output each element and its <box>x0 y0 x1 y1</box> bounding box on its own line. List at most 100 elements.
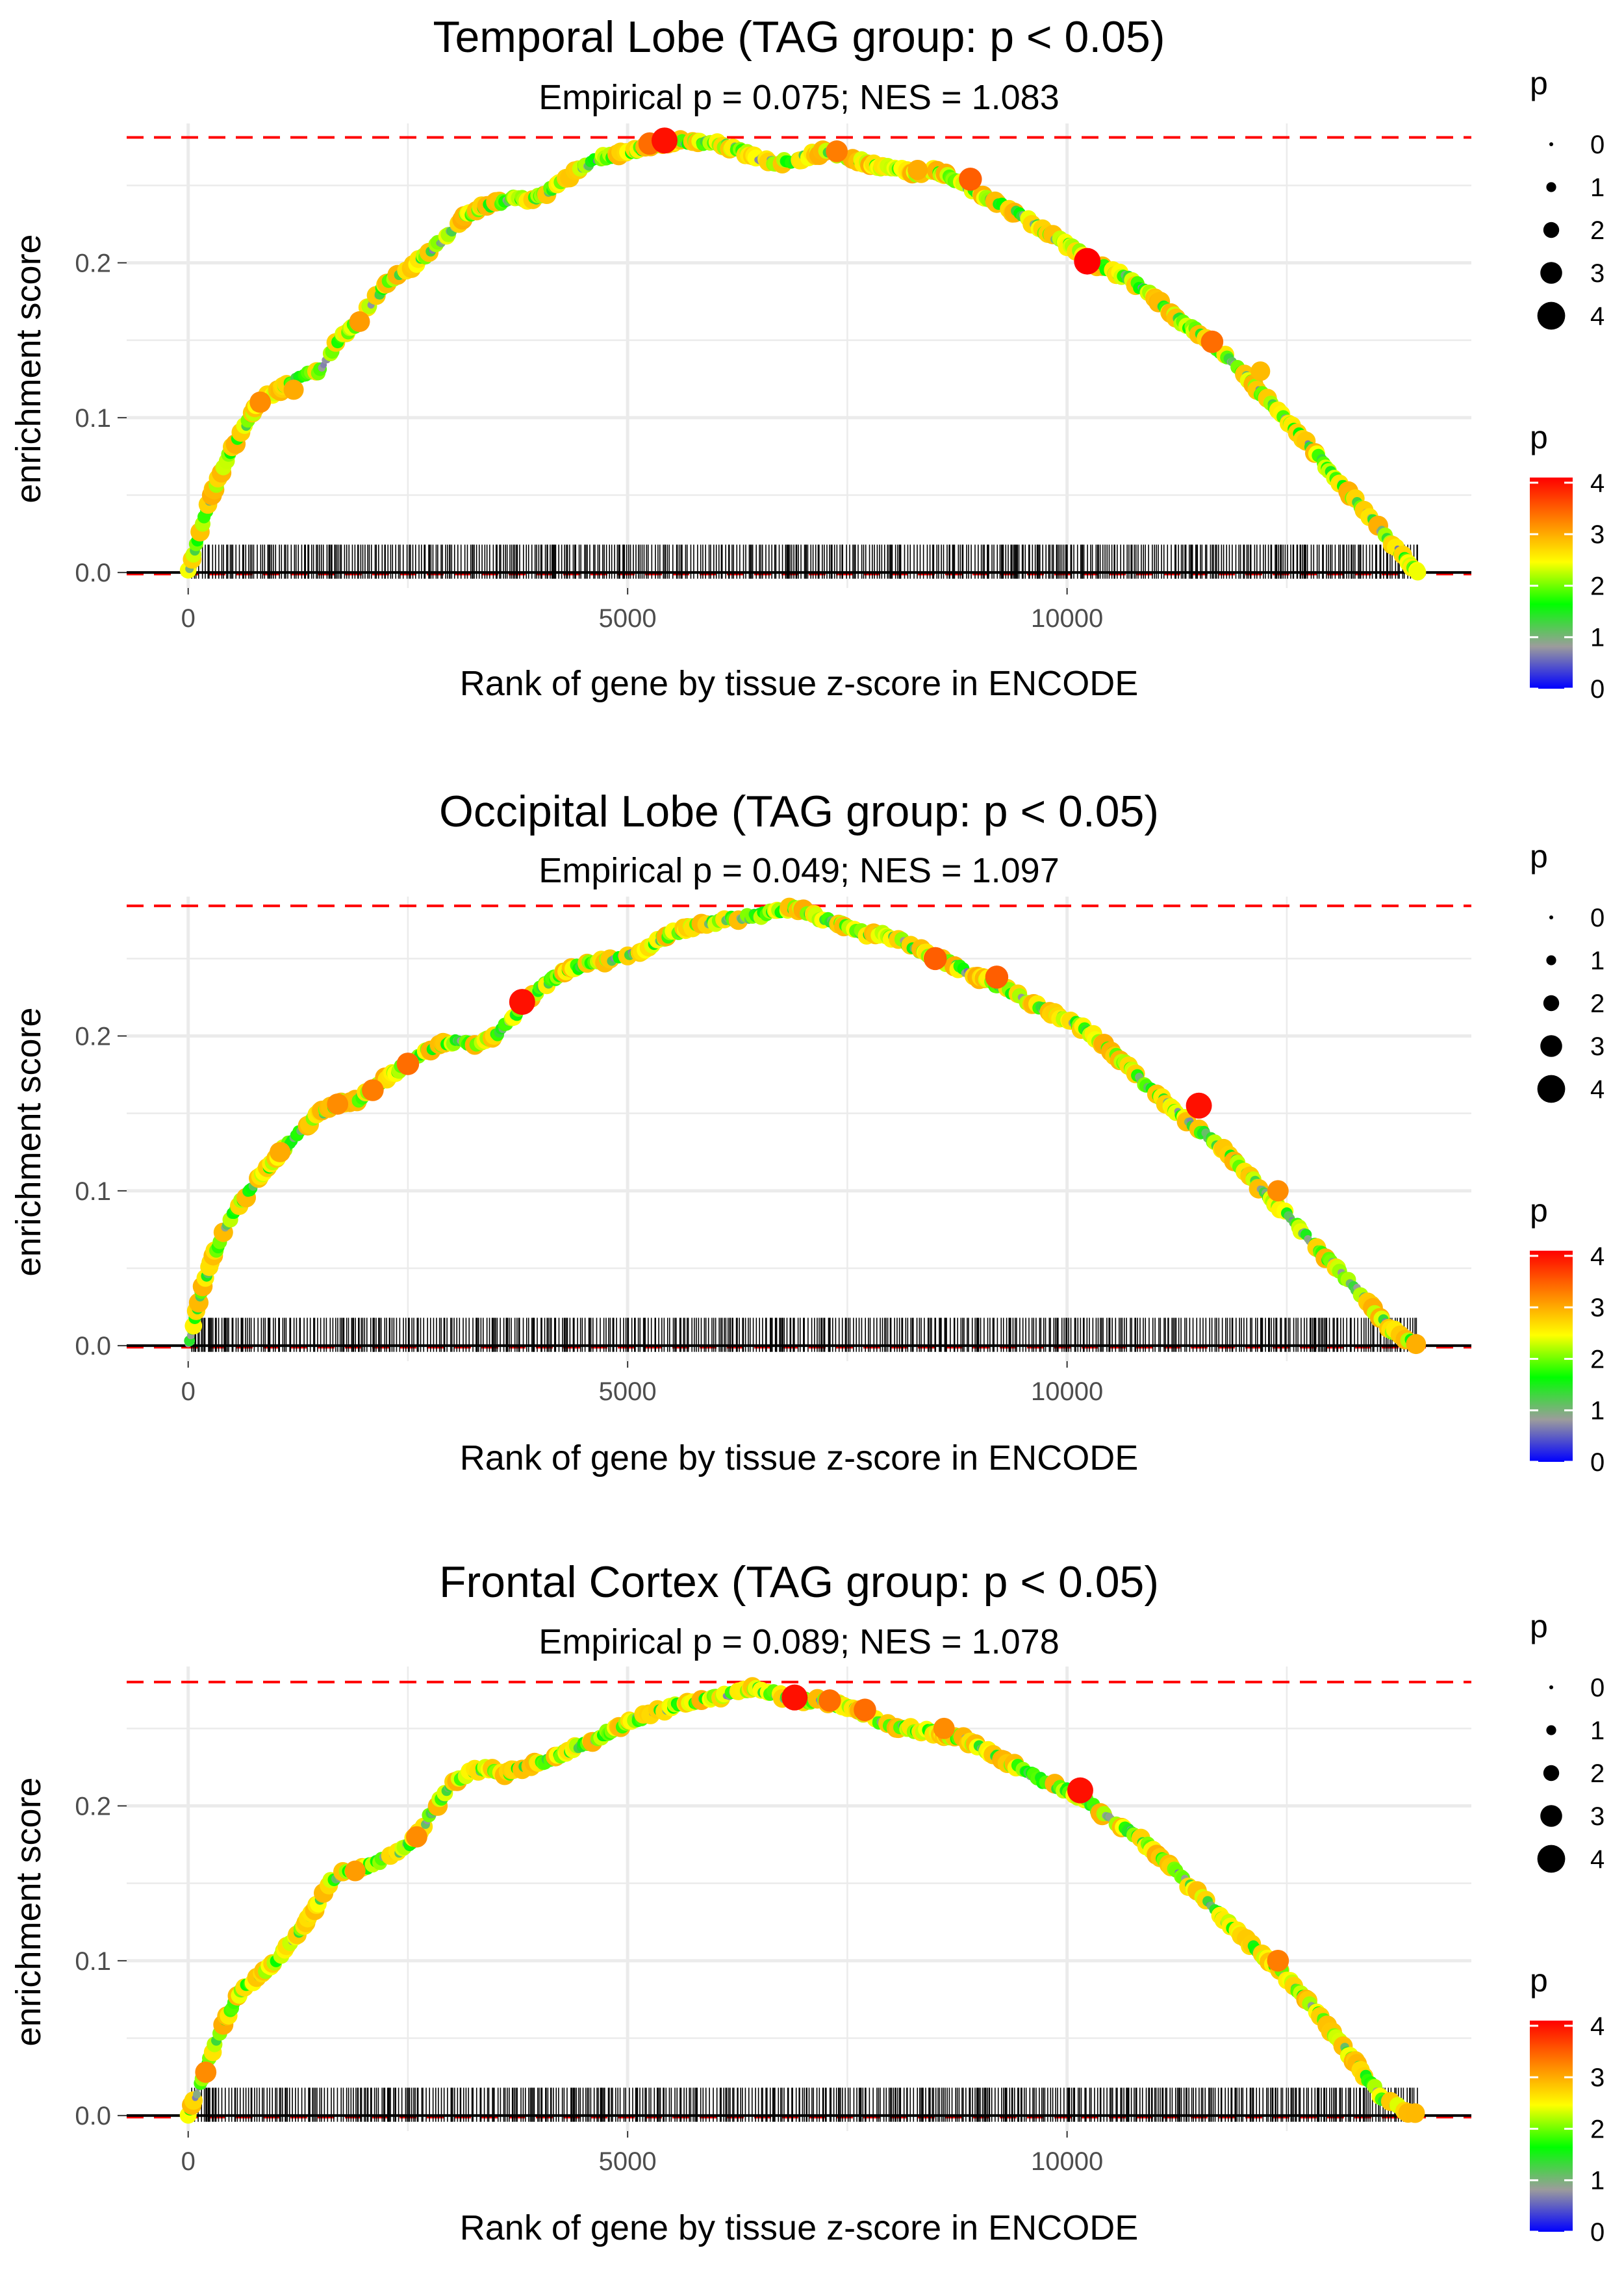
legend-size-label: 2 <box>1590 990 1605 1018</box>
legend-size: p 0 1 2 3 4 <box>1530 65 1605 331</box>
highlight-point <box>1267 1949 1289 1972</box>
y-axis-label: enrichment score <box>9 234 48 503</box>
legend-size-dot <box>1540 262 1562 284</box>
legend-color-title: p <box>1530 1962 1548 1999</box>
legend-color: p 0 1 2 3 4 <box>1530 1192 1605 1477</box>
highlight-point <box>907 160 928 180</box>
legend-color-label: 0 <box>1590 1448 1605 1477</box>
legend-color-label: 0 <box>1590 2218 1605 2247</box>
highlight-point <box>349 311 370 333</box>
legend-size-dot <box>1543 222 1560 238</box>
x-tick-label: 0 <box>181 1377 196 1406</box>
x-tick-label: 0 <box>181 2147 196 2176</box>
legend-color-label: 4 <box>1590 1242 1605 1271</box>
chart-title: Occipital Lobe (TAG group: p < 0.05) <box>439 787 1159 836</box>
enrichment-curve <box>184 897 1427 1355</box>
legend-color: p 0 1 2 3 4 <box>1530 1962 1605 2247</box>
legend-color-label: 3 <box>1590 520 1605 549</box>
highlight-point <box>985 965 1009 989</box>
legend-size-label: 4 <box>1590 1075 1605 1104</box>
legend-size-title: p <box>1530 65 1548 101</box>
legend-size-label: 0 <box>1590 1674 1605 1702</box>
y-tick-label: 0.1 <box>75 1177 111 1206</box>
legend-size-title: p <box>1530 1608 1548 1644</box>
highlight-point <box>509 989 535 1016</box>
highlight-point <box>1074 248 1101 275</box>
colorbar <box>1530 478 1573 689</box>
legend-color-label: 3 <box>1590 1294 1605 1322</box>
legend-size-dot <box>1543 1765 1560 1782</box>
legend-size-label: 3 <box>1590 1802 1605 1831</box>
y-tick-label: 0.0 <box>75 1332 111 1361</box>
curve-point <box>193 2090 201 2099</box>
highlight-point <box>327 1093 349 1115</box>
highlight-point <box>826 140 848 162</box>
x-axis-label: Rank of gene by tissue z-score in ENCODE <box>460 2208 1138 2247</box>
enrichment-curve <box>179 1677 1425 2124</box>
legend-size-dot <box>1549 142 1553 146</box>
legend-color-label: 4 <box>1590 469 1605 498</box>
highlight-point <box>818 1689 841 1712</box>
x-axis-label: Rank of gene by tissue z-score in ENCODE <box>460 664 1138 703</box>
highlight-point <box>1200 330 1224 353</box>
legend-color-label: 2 <box>1590 1345 1605 1373</box>
highlight-point <box>1267 1180 1289 1202</box>
legend-size: p 0 1 2 3 4 <box>1530 1608 1605 1874</box>
highlight-point <box>854 1698 876 1722</box>
y-tick-label: 0.1 <box>75 404 111 433</box>
x-tick-label: 5000 <box>599 1377 657 1406</box>
y-tick-label: 0.2 <box>75 1023 111 1051</box>
curve-point <box>1406 1334 1427 1355</box>
highlight-point <box>652 127 678 154</box>
legend-size-label: 0 <box>1590 131 1605 159</box>
x-axis-label: Rank of gene by tissue z-score in ENCODE <box>460 1438 1138 1477</box>
panel-occipital-lobe: Occipital Lobe (TAG group: p < 0.05) Empi… <box>9 787 1605 1477</box>
highlight-point <box>1186 1092 1212 1119</box>
legend-size-dot <box>1546 182 1556 192</box>
chart-subtitle: Empirical p = 0.075; NES = 1.083 <box>539 78 1059 117</box>
legend-color-label: 0 <box>1590 675 1605 704</box>
legend-size-title: p <box>1530 838 1548 875</box>
y-axis-label: enrichment score <box>9 1007 48 1276</box>
legend-size-dot <box>1537 1075 1566 1103</box>
panel-frontal-cortex: Frontal Cortex (TAG group: p < 0.05) Empi… <box>9 1557 1605 2247</box>
highlight-point <box>270 1142 291 1162</box>
chart-title: Temporal Lobe (TAG group: p < 0.05) <box>433 12 1165 62</box>
highlight-point <box>283 379 304 400</box>
highlight-point <box>361 1079 384 1101</box>
legend-color-label: 1 <box>1590 1397 1605 1425</box>
legend-size-dot <box>1543 995 1560 1012</box>
highlight-point <box>344 1860 366 1882</box>
highlight-point <box>249 391 272 413</box>
legend-size-dot <box>1546 1725 1556 1735</box>
highlight-point <box>1250 361 1271 381</box>
y-tick-label: 0.0 <box>75 2102 111 2130</box>
colorbar <box>1530 2021 1573 2232</box>
x-tick-label: 5000 <box>599 2147 657 2176</box>
legend-color-title: p <box>1530 1192 1548 1229</box>
y-axis-label: enrichment score <box>9 1777 48 2046</box>
legend-size-label: 2 <box>1590 216 1605 245</box>
legend-size-label: 4 <box>1590 302 1605 331</box>
highlight-point <box>933 1717 955 1739</box>
curve-line <box>186 905 1420 1348</box>
highlight-point <box>406 1826 427 1848</box>
curve-line <box>186 1686 1420 2117</box>
highlight-point <box>923 947 947 971</box>
legend-size-dot <box>1546 955 1556 965</box>
legend-size-label: 0 <box>1590 904 1605 932</box>
legend-size-label: 1 <box>1590 173 1605 202</box>
legend-size-label: 3 <box>1590 1032 1605 1061</box>
legend-size-dot <box>1549 1685 1553 1689</box>
chart-subtitle: Empirical p = 0.049; NES = 1.097 <box>539 851 1059 890</box>
highlight-point <box>195 2062 217 2083</box>
legend-size-label: 2 <box>1590 1759 1605 1788</box>
chart-subtitle: Empirical p = 0.089; NES = 1.078 <box>539 1622 1059 1661</box>
chart-title: Frontal Cortex (TAG group: p < 0.05) <box>439 1557 1159 1607</box>
enrichment-curve <box>179 127 1427 581</box>
x-tick-label: 0 <box>181 604 196 633</box>
legend-size-dot <box>1537 301 1566 330</box>
curve-line <box>186 140 1420 574</box>
legend-color-label: 2 <box>1590 2115 1605 2143</box>
